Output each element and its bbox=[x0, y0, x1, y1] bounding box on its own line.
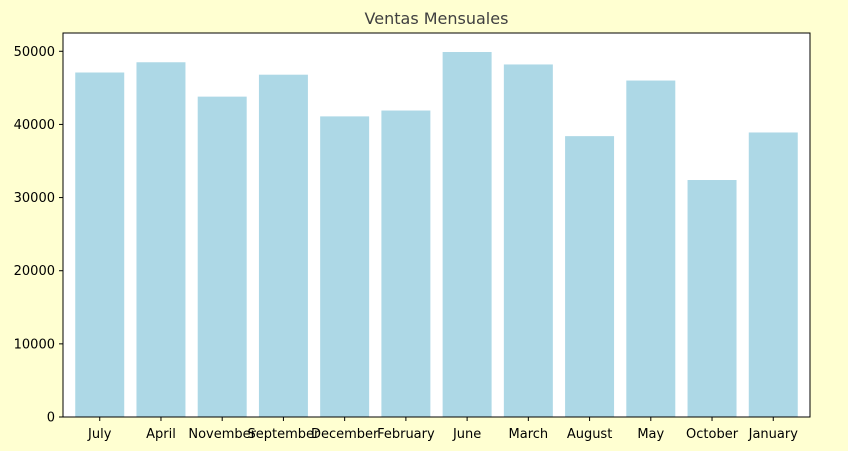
x-tick-label: December bbox=[311, 427, 379, 442]
x-tick-label: October bbox=[686, 427, 739, 442]
x-tick-label: March bbox=[509, 427, 549, 442]
bar-august bbox=[565, 136, 615, 418]
bar-october bbox=[687, 180, 737, 417]
bar-february bbox=[381, 110, 431, 417]
y-tick-label: 30000 bbox=[14, 191, 55, 206]
bar-november bbox=[197, 96, 247, 418]
plot-frame bbox=[62, 32, 811, 418]
bar-september bbox=[258, 74, 308, 417]
y-tick-label: 0 bbox=[47, 411, 55, 426]
ticks-layer: July April NovemberSeptemberDecemberFebrua… bbox=[14, 45, 799, 442]
bar-july bbox=[75, 72, 125, 418]
y-tick-label: 50000 bbox=[14, 45, 55, 60]
x-tick-label: January bbox=[748, 427, 799, 442]
x-tick-label: July bbox=[87, 427, 112, 442]
y-tick-label: 20000 bbox=[14, 264, 55, 279]
y-tick-label: 40000 bbox=[14, 118, 55, 133]
x-tick-label: August bbox=[567, 427, 613, 442]
x-tick-label: May bbox=[637, 427, 664, 442]
bars-layer bbox=[75, 52, 798, 418]
x-tick-label: June bbox=[452, 427, 481, 442]
x-tick-label: September bbox=[247, 427, 320, 442]
y-tick-label: 10000 bbox=[14, 337, 55, 352]
x-tick-label: February bbox=[377, 427, 435, 442]
x-tick-label: November bbox=[188, 427, 256, 442]
plot-area bbox=[63, 33, 810, 417]
bar-may bbox=[626, 80, 676, 418]
bar-december bbox=[320, 116, 370, 417]
bar-january bbox=[748, 132, 798, 417]
x-tick-label: April bbox=[146, 427, 176, 442]
bar-march bbox=[503, 64, 553, 418]
chart-title: Ventas Mensuales bbox=[365, 9, 509, 28]
bar-june bbox=[442, 52, 492, 417]
bar-april bbox=[136, 62, 186, 417]
